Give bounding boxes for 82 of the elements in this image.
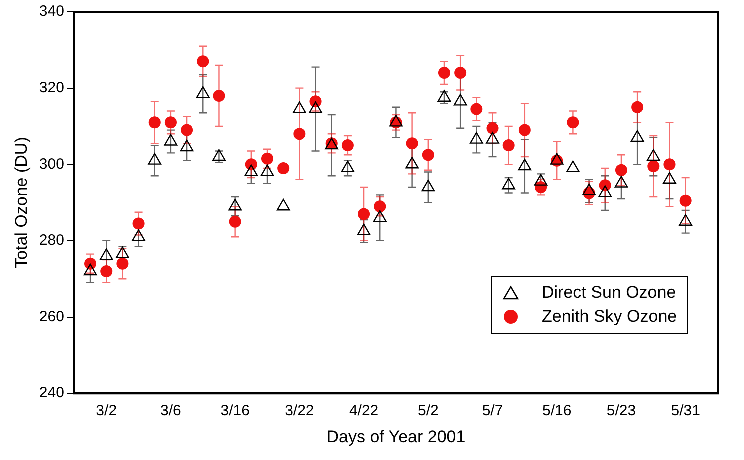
point (566, 160, 580, 173)
x-tick-label: 3/6 (160, 402, 182, 420)
point (260, 164, 274, 176)
point (181, 124, 194, 136)
point (342, 140, 354, 152)
y-tick-label: 280 (39, 232, 64, 250)
point (148, 153, 162, 165)
point (470, 132, 484, 144)
point (229, 216, 242, 228)
y-tick-label: 320 (39, 79, 64, 96)
point (518, 124, 531, 136)
point (438, 90, 452, 102)
point (615, 164, 628, 176)
point (276, 199, 290, 211)
point (244, 164, 258, 176)
point (132, 230, 146, 242)
point (454, 94, 468, 106)
point (502, 178, 516, 190)
point (132, 218, 145, 230)
point (116, 246, 130, 258)
point (373, 210, 387, 222)
point (374, 200, 386, 213)
point (341, 160, 355, 173)
point (100, 248, 114, 260)
point (470, 103, 483, 116)
point (309, 102, 322, 114)
point (679, 214, 692, 226)
point (406, 138, 418, 150)
point (486, 132, 500, 144)
point (518, 158, 532, 171)
x-tick-label: 3/16 (220, 402, 250, 420)
point (197, 56, 210, 68)
point (116, 258, 129, 270)
point (582, 184, 596, 196)
point (680, 194, 692, 207)
x-tick-label: 5/31 (671, 402, 700, 420)
y-tick-label: 260 (39, 308, 64, 326)
point (213, 90, 226, 102)
x-axis-title: Days of Year 2001 (326, 427, 466, 446)
point (663, 172, 676, 184)
point (422, 180, 436, 192)
point (293, 102, 306, 114)
point (100, 265, 113, 278)
x-tick-label: 5/23 (606, 402, 636, 420)
point (164, 116, 177, 129)
point (630, 130, 644, 142)
point (486, 122, 499, 134)
point (196, 86, 210, 98)
y-tick-label: 240 (39, 384, 64, 402)
point (357, 224, 371, 236)
point (454, 67, 467, 80)
point (567, 116, 580, 129)
point (294, 128, 306, 140)
point (438, 67, 450, 80)
point (534, 174, 548, 186)
point (632, 101, 644, 114)
point (614, 176, 628, 188)
point (84, 264, 98, 276)
point (262, 152, 274, 165)
x-tick-label: 3/2 (96, 402, 118, 420)
point (664, 158, 676, 171)
x-tick-label: 5/7 (482, 402, 504, 420)
point (228, 199, 242, 211)
point (648, 160, 660, 173)
point (422, 149, 434, 162)
y-tick-label: 300 (39, 156, 64, 173)
legend-label: Zenith Sky Ozone (542, 306, 678, 327)
y-axis-title: Total Ozone (DU) (12, 137, 31, 268)
x-tick-label: 5/16 (542, 402, 572, 420)
point (406, 157, 419, 169)
x-tick-label: 5/2 (418, 402, 439, 420)
legend-label: Direct Sun Ozone (542, 282, 676, 303)
point (180, 140, 194, 152)
point (598, 186, 612, 198)
point (646, 149, 660, 162)
x-tick-label: 3/22 (285, 402, 314, 420)
point (164, 134, 178, 146)
point (148, 116, 161, 129)
point (358, 208, 370, 220)
x-tick-label: 4/22 (349, 402, 379, 420)
y-tick-label: 340 (39, 3, 64, 20)
point (502, 140, 515, 152)
